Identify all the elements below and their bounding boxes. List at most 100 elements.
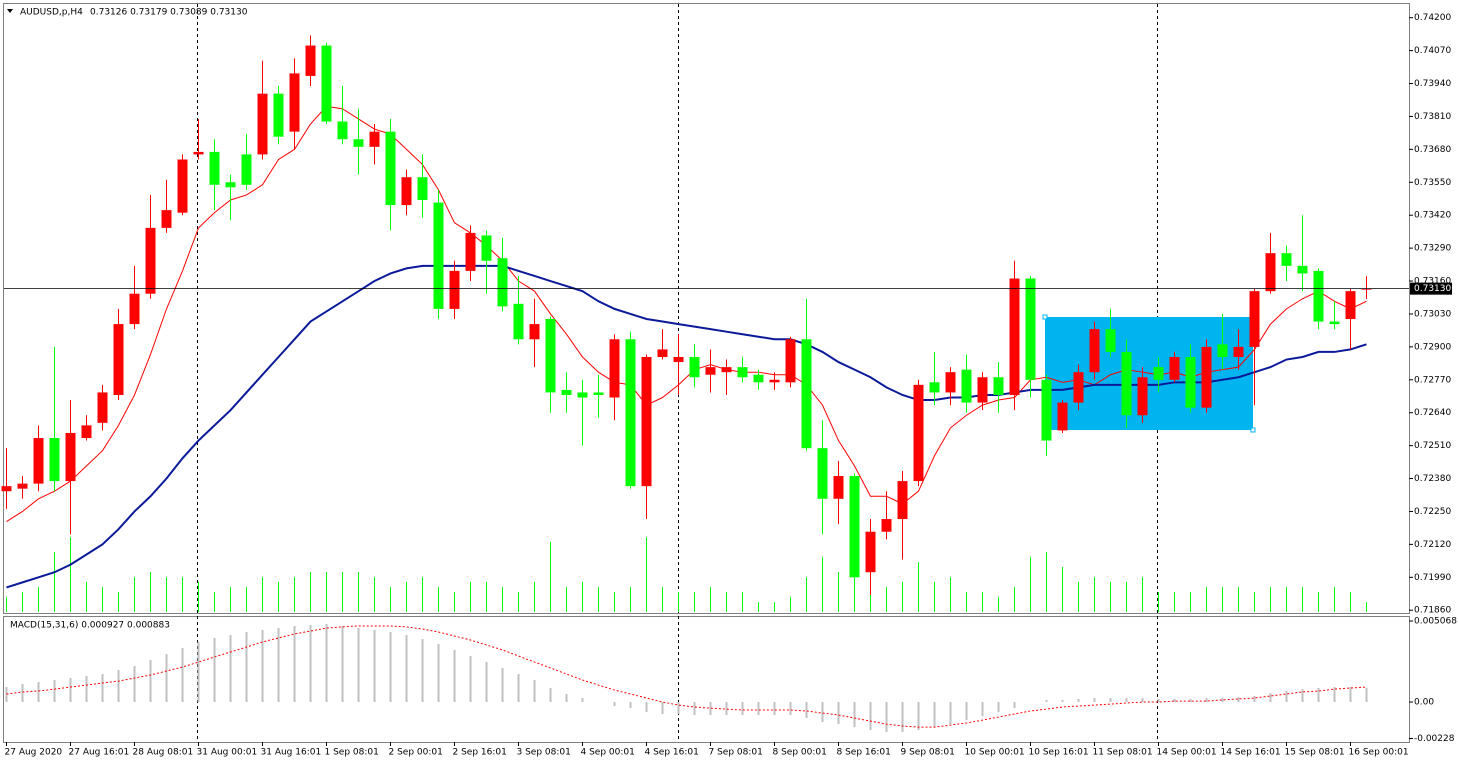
x-tick-label: 2 Sep 16:01 — [453, 748, 507, 758]
rectangle-handle[interactable] — [1250, 427, 1256, 433]
candle-body — [1297, 265, 1308, 274]
candle-body — [1041, 379, 1052, 441]
candle-body — [353, 139, 364, 147]
candle-body — [929, 382, 940, 393]
y-tick-label: 0.73030 — [1414, 309, 1451, 319]
x-tick-label: 2 Sep 00:01 — [389, 748, 443, 758]
y-tick-label: 0.72250 — [1414, 507, 1451, 517]
candle-body — [977, 377, 988, 403]
candle-body — [1329, 321, 1340, 325]
candle-body — [1345, 291, 1356, 320]
x-tick-label: 7 Sep 08:01 — [709, 748, 763, 758]
candle-body — [1025, 278, 1036, 380]
candle-body — [1073, 372, 1084, 403]
candle-body — [1281, 253, 1292, 266]
candle-body — [721, 367, 732, 373]
candle-body — [897, 481, 908, 520]
candle-body — [1201, 346, 1212, 408]
x-tick-label: 16 Sep 00:01 — [1349, 748, 1409, 758]
y-tick-label: 0.73420 — [1414, 211, 1451, 221]
candle-body — [465, 232, 476, 271]
candle-body — [385, 131, 396, 206]
candle-body — [193, 151, 204, 155]
x-tick-label: 31 Aug 00:01 — [197, 748, 258, 758]
y-tick-label: 0.74070 — [1414, 46, 1451, 56]
candle-body — [833, 476, 844, 499]
candle-body — [1249, 291, 1260, 347]
candle-body — [129, 293, 140, 325]
candle-body — [913, 384, 924, 482]
symbol: AUDUSD,p,H4 — [20, 8, 83, 18]
candle-body — [65, 432, 76, 482]
rectangle-handle[interactable] — [1042, 314, 1048, 320]
candle-body — [497, 258, 508, 307]
macd-tick-label: -0.00228 — [1414, 734, 1455, 744]
x-tick-label: 8 Sep 00:01 — [773, 748, 827, 758]
candle-body — [753, 374, 764, 383]
candle-body — [241, 154, 252, 185]
y-tick-label: 0.72120 — [1414, 540, 1451, 550]
x-tick-label: 3 Sep 08:01 — [517, 748, 571, 758]
candle-body — [1105, 329, 1116, 352]
candle-body — [817, 448, 828, 499]
x-tick-label: 4 Sep 16:01 — [645, 748, 699, 758]
candle-body — [609, 339, 620, 398]
x-tick-label: 28 Aug 08:01 — [133, 748, 194, 758]
macd-signal — [6, 625, 1367, 728]
candle-body — [1137, 377, 1148, 416]
candle-body — [1, 486, 12, 492]
candle-body — [289, 73, 300, 132]
last-price-label: 0.73130 — [1414, 284, 1451, 294]
y-tick-label: 0.71860 — [1414, 606, 1451, 616]
candle-body — [49, 438, 60, 482]
x-tick-label: 10 Sep 00:01 — [965, 748, 1025, 758]
candle-body — [641, 356, 652, 487]
x-tick-label: 14 Sep 16:01 — [1221, 748, 1281, 758]
x-tick-label: 8 Sep 16:01 — [837, 748, 891, 758]
macd-tick-label: 0.00 — [1414, 698, 1434, 708]
candle-body — [1057, 402, 1068, 431]
candle-body — [273, 93, 284, 137]
candle-body — [513, 303, 524, 340]
candle-body — [161, 210, 172, 228]
candle-body — [657, 349, 668, 357]
menu-triangle[interactable] — [7, 9, 13, 13]
candle-body — [705, 367, 716, 375]
candle-body — [209, 151, 220, 185]
candle-body — [625, 339, 636, 487]
candle-body — [849, 476, 860, 578]
candle-body — [945, 372, 956, 393]
candle-body — [369, 131, 380, 147]
candle-body — [1361, 288, 1372, 290]
x-tick-label: 15 Sep 08:01 — [1285, 748, 1345, 758]
x-tick-label: 9 Sep 08:01 — [901, 748, 955, 758]
y-tick-label: 0.72510 — [1414, 441, 1451, 451]
candle-body — [225, 182, 236, 188]
y-tick-label: 0.73290 — [1414, 244, 1451, 254]
y-tick-label: 0.71990 — [1414, 573, 1451, 583]
y-tick-label: 0.72770 — [1414, 375, 1451, 385]
y-tick-label: 0.72380 — [1414, 474, 1451, 484]
candle-body — [577, 392, 588, 398]
candle-body — [1121, 351, 1132, 416]
candle-body — [993, 377, 1004, 395]
candle-body — [689, 356, 700, 378]
candle-body — [593, 392, 604, 395]
candle-body — [433, 202, 444, 309]
candle-body — [1089, 329, 1100, 373]
candle-body — [305, 45, 316, 76]
x-tick-label: 11 Sep 08:01 — [1093, 748, 1153, 758]
moving-average — [6, 105, 1367, 523]
candle-body — [1217, 344, 1228, 357]
x-tick-label: 31 Aug 16:01 — [261, 748, 322, 758]
candle-body — [1313, 270, 1324, 322]
candle-body — [785, 339, 796, 383]
candle-body — [97, 392, 108, 423]
candle-body — [769, 379, 780, 383]
candle-body — [881, 519, 892, 532]
x-tick-label: 27 Aug 2020 — [5, 748, 63, 758]
y-tick-label: 0.73550 — [1414, 178, 1451, 188]
y-tick-label: 0.73680 — [1414, 145, 1451, 155]
candle-body — [449, 270, 460, 309]
y-tick-label: 0.74200 — [1414, 13, 1451, 23]
